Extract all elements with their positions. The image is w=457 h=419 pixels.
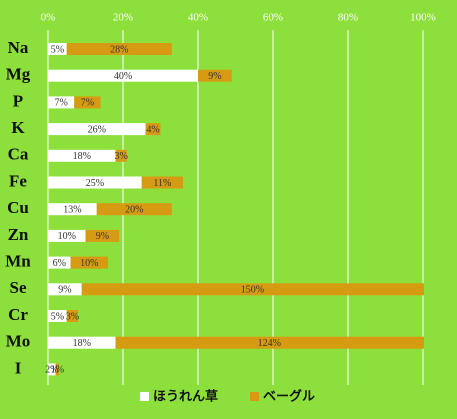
value-label: 6%	[53, 258, 66, 269]
bar-segment	[48, 363, 56, 376]
category-label: Na	[8, 38, 29, 57]
bar-segment	[141, 176, 183, 189]
bar-segment	[48, 310, 67, 322]
value-label: 28%	[110, 44, 128, 55]
x-tick-label: 20%	[113, 12, 133, 24]
category-label: Cr	[8, 305, 28, 324]
value-label: 9%	[58, 285, 71, 296]
bar-segment	[48, 69, 198, 82]
category-label: P	[13, 91, 23, 110]
bar-segment	[55, 363, 60, 376]
bar-segment	[115, 149, 127, 162]
bar-segment	[198, 69, 232, 82]
value-label: 150%	[241, 285, 264, 296]
bar-segment	[66, 43, 172, 55]
bar-segment	[48, 283, 82, 296]
x-tick-label: 100%	[410, 12, 436, 24]
category-label: Mg	[6, 65, 31, 84]
value-label: 2%	[45, 365, 58, 376]
x-tick-label: 40%	[188, 12, 208, 24]
value-label: 9%	[96, 231, 109, 242]
category-label: Ca	[8, 145, 29, 164]
bar-segment	[48, 203, 97, 216]
bar-segment	[70, 256, 108, 269]
value-label: 20%	[125, 204, 143, 215]
value-label: 7%	[54, 98, 67, 109]
bar-segment	[48, 176, 142, 189]
bar-segment	[48, 123, 146, 136]
value-label: 26%	[88, 124, 106, 135]
bar-segment	[115, 336, 424, 349]
value-label: 40%	[114, 71, 132, 82]
legend-swatch	[250, 392, 259, 401]
bar-segment	[66, 310, 78, 322]
value-label: 5%	[51, 311, 64, 322]
bar-segment	[48, 43, 67, 55]
category-label: Zn	[8, 225, 29, 244]
bar-segment	[81, 283, 424, 296]
bar-segment	[145, 123, 161, 136]
bar-segment	[48, 149, 116, 162]
value-label: 3%	[66, 311, 79, 322]
bar-segment	[48, 256, 71, 269]
legend-swatch	[140, 392, 149, 401]
bar-segment	[74, 96, 101, 109]
bar-segment	[48, 336, 116, 349]
category-label: K	[11, 118, 25, 137]
value-label: 13%	[63, 204, 81, 215]
value-label: 5%	[51, 44, 64, 55]
category-label: Cu	[7, 198, 29, 217]
x-tick-label: 0%	[41, 12, 56, 24]
labels: 0% 20% 40% 60% 80% 100% Na 5% 28% Mg 40% 9% P 7% 7% K 26…	[5, 12, 436, 378]
value-label: 1%	[51, 365, 64, 376]
x-tick-label: 60%	[263, 12, 283, 24]
value-label: 4%	[146, 124, 159, 135]
category-label: Se	[10, 278, 27, 297]
category-label: Fe	[9, 171, 27, 190]
value-label: 3%	[114, 151, 127, 162]
bar-segment	[48, 229, 86, 242]
value-label: 18%	[73, 151, 91, 162]
value-label: 10%	[80, 258, 98, 269]
category-label: Mo	[6, 332, 31, 351]
value-label: 18%	[73, 338, 91, 349]
value-label: 10%	[58, 231, 76, 242]
value-label: 9%	[208, 71, 221, 82]
category-label: Mn	[5, 252, 31, 271]
legend-label: ほうれん草	[153, 389, 218, 405]
value-label: 124%	[258, 338, 281, 349]
value-label: 7%	[81, 98, 94, 109]
bar-segment	[85, 229, 120, 242]
bar-segment	[48, 96, 75, 109]
value-label: 25%	[86, 178, 104, 189]
bars	[48, 43, 424, 376]
x-tick-label: 80%	[338, 12, 358, 24]
value-label: 11%	[153, 178, 171, 189]
category-label: I	[15, 358, 22, 377]
legend-label: ベーグル	[263, 389, 315, 405]
bar-segment	[96, 203, 172, 216]
